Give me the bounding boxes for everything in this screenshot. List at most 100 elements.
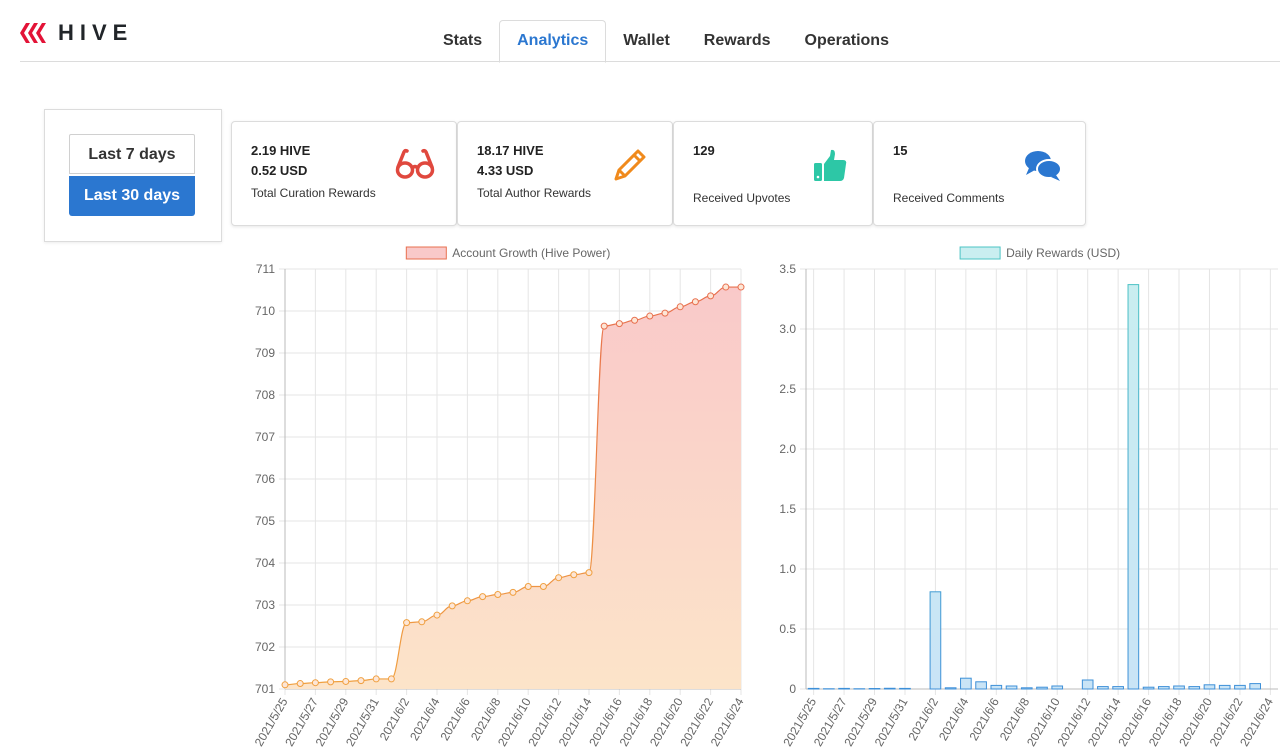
area-fill (285, 287, 741, 689)
legend-swatch (959, 246, 1001, 260)
data-point (539, 583, 547, 591)
tab-analytics[interactable]: Analytics (499, 20, 607, 63)
y-tick-label: 3.0 (779, 322, 796, 336)
y-tick-label: 703 (255, 598, 275, 612)
period-selector: Last 7 days Last 30 days (44, 109, 222, 242)
bar (1157, 686, 1170, 690)
data-point (585, 569, 593, 577)
y-tick-label: 706 (255, 472, 275, 486)
bar (1249, 683, 1261, 690)
top-bar: HIVE Stats Analytics Wallet Rewards Operatio… (0, 0, 1280, 63)
y-tick-label: 3.5 (779, 262, 796, 276)
data-point (737, 283, 745, 291)
data-point (646, 312, 654, 320)
tab-stats[interactable]: Stats (443, 32, 483, 49)
data-point (479, 593, 487, 601)
bar (960, 677, 972, 690)
last-30-days-button[interactable]: Last 30 days (69, 176, 195, 216)
bar (1234, 684, 1246, 690)
data-point (722, 283, 730, 291)
author-usd-value: 4.33 USD (477, 163, 534, 178)
y-tick-label: 2.5 (779, 382, 796, 396)
y-tick-label: 709 (255, 346, 275, 360)
brand-name: HIVE (58, 20, 134, 45)
thumbs-up-icon (814, 149, 847, 181)
y-tick-label: 708 (255, 388, 275, 402)
tab-wallet[interactable]: Wallet (623, 32, 670, 49)
comments-card: 15 Received Comments (873, 121, 1086, 226)
legend-label: Daily Rewards (USD) (1006, 246, 1120, 260)
data-point (418, 618, 426, 626)
bar (883, 687, 896, 690)
bar (1173, 685, 1185, 690)
y-tick-label: 0.5 (779, 622, 796, 636)
bar (944, 687, 957, 690)
y-tick-label: 1.5 (779, 502, 796, 516)
tab-rewards[interactable]: Rewards (703, 32, 771, 49)
daily-rewards-chart: Daily Rewards (USD) 0 0.5 1.0 1.5 2.0 2.5 3.0 3.… (760, 240, 1280, 752)
bar (1036, 686, 1048, 690)
bar (929, 591, 942, 690)
glasses-icon (395, 148, 435, 179)
bar (1218, 684, 1231, 690)
curation-rewards-card: 2.19 HIVE 0.52 USD Total Curation Reward… (231, 121, 457, 226)
bar (1142, 686, 1155, 690)
bar (807, 687, 820, 690)
author-rewards-card: 18.17 HIVE 4.33 USD Total Author Rewards (457, 121, 673, 226)
account-growth-chart: Account Growth (Hive Power) 701 702 703 704 7… (232, 240, 752, 752)
bar (1127, 284, 1140, 690)
y-tick-label: 710 (255, 304, 275, 318)
comments-icon (1025, 151, 1062, 181)
bar (1005, 685, 1018, 690)
data-point (296, 680, 304, 688)
data-point (600, 322, 608, 330)
data-point (463, 597, 471, 605)
y-tick-label: 704 (255, 556, 275, 570)
hive-logo[interactable]: HIVE (20, 20, 133, 46)
daily-rewards-chart-svg: Daily Rewards (USD) 0 0.5 1.0 1.5 2.0 2.5 3.0 3.… (779, 246, 1278, 749)
comments-label: Received Comments (893, 191, 1005, 205)
y-tick-label: 702 (255, 640, 275, 654)
main-tabs: Stats Analytics Wallet Rewards Operations (426, 20, 906, 63)
data-point (555, 574, 563, 582)
data-point (387, 675, 395, 683)
data-point (676, 303, 684, 311)
data-point (691, 298, 699, 306)
upvotes-card: 129 Received Upvotes (673, 121, 873, 226)
y-tick-label: 705 (255, 514, 275, 528)
account-growth-chart-svg: Account Growth (Hive Power) 701 702 703 704 7… (252, 246, 747, 749)
data-point (631, 316, 639, 324)
data-point (524, 583, 532, 591)
legend-swatch (405, 246, 447, 260)
bar (990, 684, 1003, 690)
data-point (615, 320, 623, 328)
curation-rewards-label: Total Curation Rewards (251, 186, 376, 200)
data-point (509, 588, 517, 596)
data-point (357, 677, 365, 685)
last-7-days-button[interactable]: Last 7 days (69, 134, 195, 174)
y-tick-label: 701 (255, 682, 275, 696)
bar (1097, 686, 1109, 690)
data-point (448, 602, 456, 610)
y-tick-label: 1.0 (779, 562, 796, 576)
y-tick-label: 0 (789, 682, 796, 696)
hive-logo-icon (20, 23, 46, 43)
y-tick-label: 707 (255, 430, 275, 444)
upvotes-value: 129 (693, 143, 715, 158)
upvotes-label: Received Upvotes (693, 191, 791, 205)
data-point (661, 309, 669, 317)
data-point (342, 677, 350, 685)
comments-value: 15 (893, 143, 908, 158)
author-rewards-label: Total Author Rewards (477, 186, 592, 200)
data-point (494, 591, 502, 598)
bar (1112, 686, 1124, 690)
data-point (433, 611, 441, 619)
bar (899, 687, 911, 690)
bar (1051, 685, 1064, 690)
y-tick-label: 2.0 (779, 442, 796, 456)
author-hive-value: 18.17 HIVE (477, 143, 544, 158)
y-tick-label: 711 (256, 262, 275, 276)
tab-operations[interactable]: Operations (804, 32, 889, 49)
data-point (403, 619, 411, 627)
bar (975, 681, 987, 690)
